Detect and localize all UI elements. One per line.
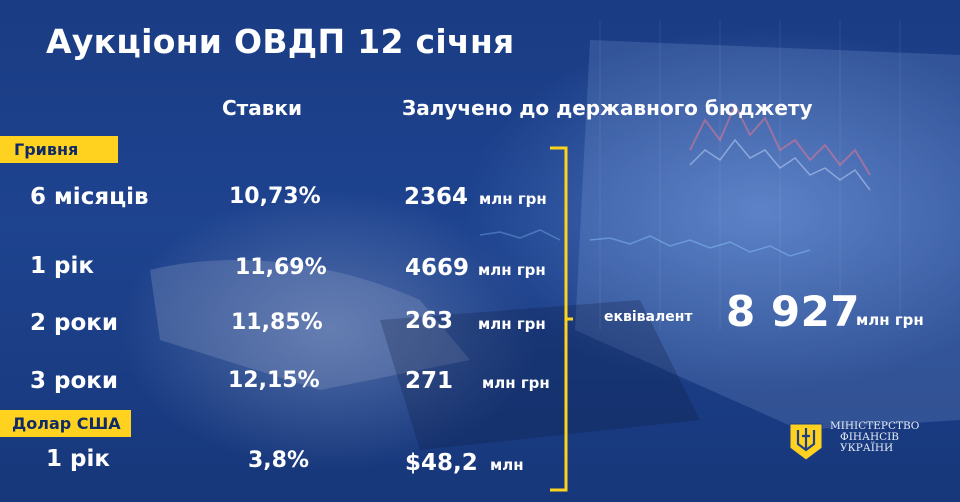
row-rate: 11,85% [231, 310, 323, 335]
ministry-line-3: УКРАЇНИ [840, 442, 894, 454]
row-amount: 2364 [404, 184, 469, 210]
rates-header: Ставки [222, 96, 303, 120]
row-term: 6 місяців [30, 184, 149, 210]
ministry-name: МІНІСТЕРСТВО ФІНАНСІВ УКРАЇНИ [830, 421, 919, 454]
row-unit: млн [490, 456, 524, 474]
row-rate: 11,69% [235, 255, 327, 280]
group-tag-usd: Долар США [0, 410, 131, 437]
row-term: 2 роки [30, 310, 119, 336]
row-rate: 10,73% [229, 184, 321, 209]
total-label: еквівалент [604, 309, 693, 325]
row-unit: млн грн [478, 261, 546, 279]
row-rate: 12,15% [228, 368, 320, 393]
row-term: 3 роки [30, 368, 119, 394]
row-amount: $48,2 [405, 450, 478, 476]
raised-header: Залучено до державного бюджету [402, 96, 813, 120]
row-unit: млн грн [482, 374, 550, 392]
total-value: 8 927 [726, 287, 861, 336]
ministry-line-2: ФІНАНСІВ [840, 431, 900, 443]
group-tag-uah: Гривня [0, 136, 119, 163]
total-bracket [550, 146, 573, 492]
row-amount: 271 [405, 368, 454, 394]
row-unit: млн грн [478, 315, 546, 333]
row-unit: млн грн [479, 190, 547, 208]
row-rate: 3,8% [248, 448, 310, 473]
trident-icon [789, 423, 823, 461]
row-amount: 263 [405, 308, 454, 334]
row-term: 1 рік [30, 253, 94, 279]
page-title: Аукціони ОВДП 12 січня [46, 22, 515, 61]
total-unit: млн грн [856, 311, 924, 329]
ministry-line-1: МІНІСТЕРСТВО [830, 420, 920, 432]
row-amount: 4669 [405, 255, 470, 281]
row-term: 1 рік [46, 446, 110, 472]
